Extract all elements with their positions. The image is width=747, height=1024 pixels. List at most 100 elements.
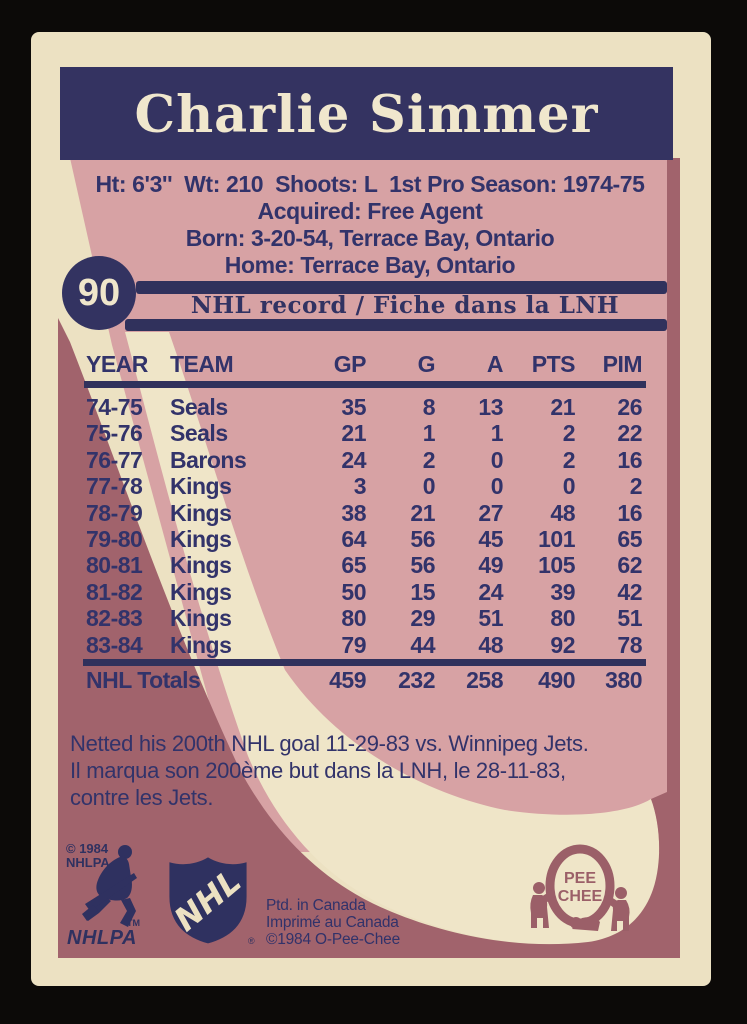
title-band: Charlie Simmer — [60, 67, 673, 160]
col-a: A — [486, 351, 504, 377]
cell-team: Kings — [170, 499, 232, 526]
cell-g: 21 — [410, 499, 435, 526]
table-row: 74-75 Seals 35 8 13 21 26 — [86, 394, 643, 420]
cell-gp: 35 — [341, 394, 366, 420]
cell-a: 49 — [478, 552, 503, 579]
note-line-fr2: contre les Jets. — [70, 785, 214, 810]
col-g: G — [417, 351, 436, 377]
nhl-shield-icon: NHL — [167, 857, 248, 944]
cell-gp: 80 — [341, 605, 366, 632]
note-line-fr1: Il marqua son 200ème but dans la LNH, le… — [70, 758, 566, 783]
cell-gp: 38 — [341, 499, 366, 526]
cell-pim: 2 — [629, 473, 643, 500]
nhlpa-copyright-name: NHLPA — [66, 855, 110, 870]
cell-gp: 65 — [341, 552, 366, 579]
cell-year: 76-77 — [86, 446, 143, 473]
table-row: 78-79 Kings 38 21 27 48 16 — [86, 499, 643, 526]
cell-pts: 2 — [562, 420, 576, 447]
cell-a: 1 — [490, 420, 504, 447]
cell-a: 51 — [478, 605, 503, 632]
print-line-copyright: ©1984 O-Pee-Chee — [266, 931, 401, 948]
cell-g: 8 — [422, 394, 436, 420]
cell-a: 0 — [490, 446, 504, 473]
col-team: TEAM — [170, 351, 234, 377]
stats-rows: 74-75 Seals 35 8 13 21 26 75-76 Seals 21 1 1 2 22 76… — [86, 394, 643, 658]
cell-year: 81-82 — [86, 578, 143, 605]
totals-a: 258 — [466, 667, 503, 693]
cell-pts: 101 — [538, 525, 575, 552]
record-bar-bottom — [125, 319, 667, 331]
highlight-note: Netted his 200th NHL goal 11-29-83 vs. W… — [70, 730, 670, 811]
table-row: 83-84 Kings 79 44 48 92 78 — [86, 631, 643, 658]
cell-year: 79-80 — [86, 525, 143, 552]
opc-text-pee: PEE — [564, 870, 596, 887]
cell-gp: 24 — [341, 446, 366, 473]
cell-g: 1 — [422, 420, 436, 447]
cell-pts: 21 — [550, 394, 575, 420]
table-row: 80-81 Kings 65 56 49 105 62 — [86, 552, 643, 579]
cell-gp: 79 — [341, 631, 366, 658]
col-year: YEAR — [86, 351, 148, 377]
table-row: 81-82 Kings 50 15 24 39 42 — [86, 578, 643, 605]
cell-team: Kings — [170, 473, 232, 500]
cell-year: 78-79 — [86, 499, 143, 526]
cell-g: 56 — [410, 552, 435, 579]
cell-g: 2 — [422, 446, 436, 473]
cell-year: 74-75 — [86, 394, 143, 420]
stats-header-row: YEAR TEAM GP G A PTS PIM — [86, 351, 643, 377]
cell-year: 82-83 — [86, 605, 143, 632]
col-gp: GP — [333, 351, 367, 377]
cell-g: 15 — [410, 578, 435, 605]
bio-block: Ht: 6'3'' Wt: 210 Shoots: L 1st Pro Seas… — [70, 171, 670, 279]
nhlpa-copyright: © 1984 NHLPA — [66, 842, 126, 870]
note-line-en: Netted his 200th NHL goal 11-29-83 vs. W… — [70, 731, 589, 756]
totals-row: NHL Totals 459 232 258 490 380 — [86, 667, 643, 694]
cell-pts: 48 — [550, 499, 575, 526]
col-pts: PTS — [531, 351, 576, 377]
table-row: 79-80 Kings 64 56 45 101 65 — [86, 525, 643, 552]
cell-a: 45 — [478, 525, 503, 552]
cell-year: 75-76 — [86, 420, 143, 447]
table-row: 77-78 Kings 3 0 0 0 2 — [86, 473, 643, 500]
bio-line-vitals: Ht: 6'3'' Wt: 210 Shoots: L 1st Pro Seas… — [95, 171, 645, 197]
cell-pim: 42 — [617, 578, 642, 605]
cell-pts: 80 — [550, 605, 575, 632]
col-pim: PIM — [602, 351, 643, 377]
nhlpa-wordmark: NHLPA — [67, 927, 137, 949]
cell-pim: 51 — [617, 605, 642, 632]
cell-pim: 22 — [617, 420, 642, 447]
nhlpa-player-icon — [82, 845, 137, 927]
cell-team: Kings — [170, 552, 232, 579]
record-header: NHL record / Fiche dans la LNH — [190, 292, 620, 319]
cell-team: Kings — [170, 605, 232, 632]
cell-team: Seals — [170, 420, 228, 447]
totals-label: NHL Totals — [86, 667, 201, 693]
cell-a: 0 — [490, 473, 504, 500]
cell-pts: 2 — [562, 446, 576, 473]
maroon-backdrop — [58, 158, 680, 958]
cell-pim: 16 — [617, 499, 642, 526]
totals-g: 232 — [398, 667, 435, 693]
cell-gp: 50 — [341, 578, 366, 605]
cell-pts: 0 — [562, 473, 576, 500]
cell-year: 80-81 — [86, 552, 143, 579]
bio-line-acquired: Acquired: Free Agent — [257, 198, 483, 224]
print-info: Ptd. in Canada Imprimé au Canada ©1984 O… — [266, 897, 400, 948]
cell-pim: 16 — [617, 446, 642, 473]
cell-pim: 26 — [617, 394, 642, 420]
print-line-en: Ptd. in Canada — [266, 897, 366, 914]
cell-g: 44 — [410, 631, 435, 658]
cell-team: Kings — [170, 578, 232, 605]
cell-team: Barons — [170, 446, 247, 473]
nhl-registered-mark: ® — [248, 936, 255, 946]
cell-team: Kings — [170, 525, 232, 552]
opc-text-chee: CHEE — [558, 888, 603, 905]
header-underline — [84, 381, 646, 388]
cell-year: 77-78 — [86, 473, 143, 500]
cell-g: 29 — [410, 605, 435, 632]
cell-g: 0 — [422, 473, 436, 500]
pink-panel — [70, 158, 667, 852]
totals-divider — [83, 659, 646, 666]
nhlpa-tm: TM — [127, 918, 140, 928]
